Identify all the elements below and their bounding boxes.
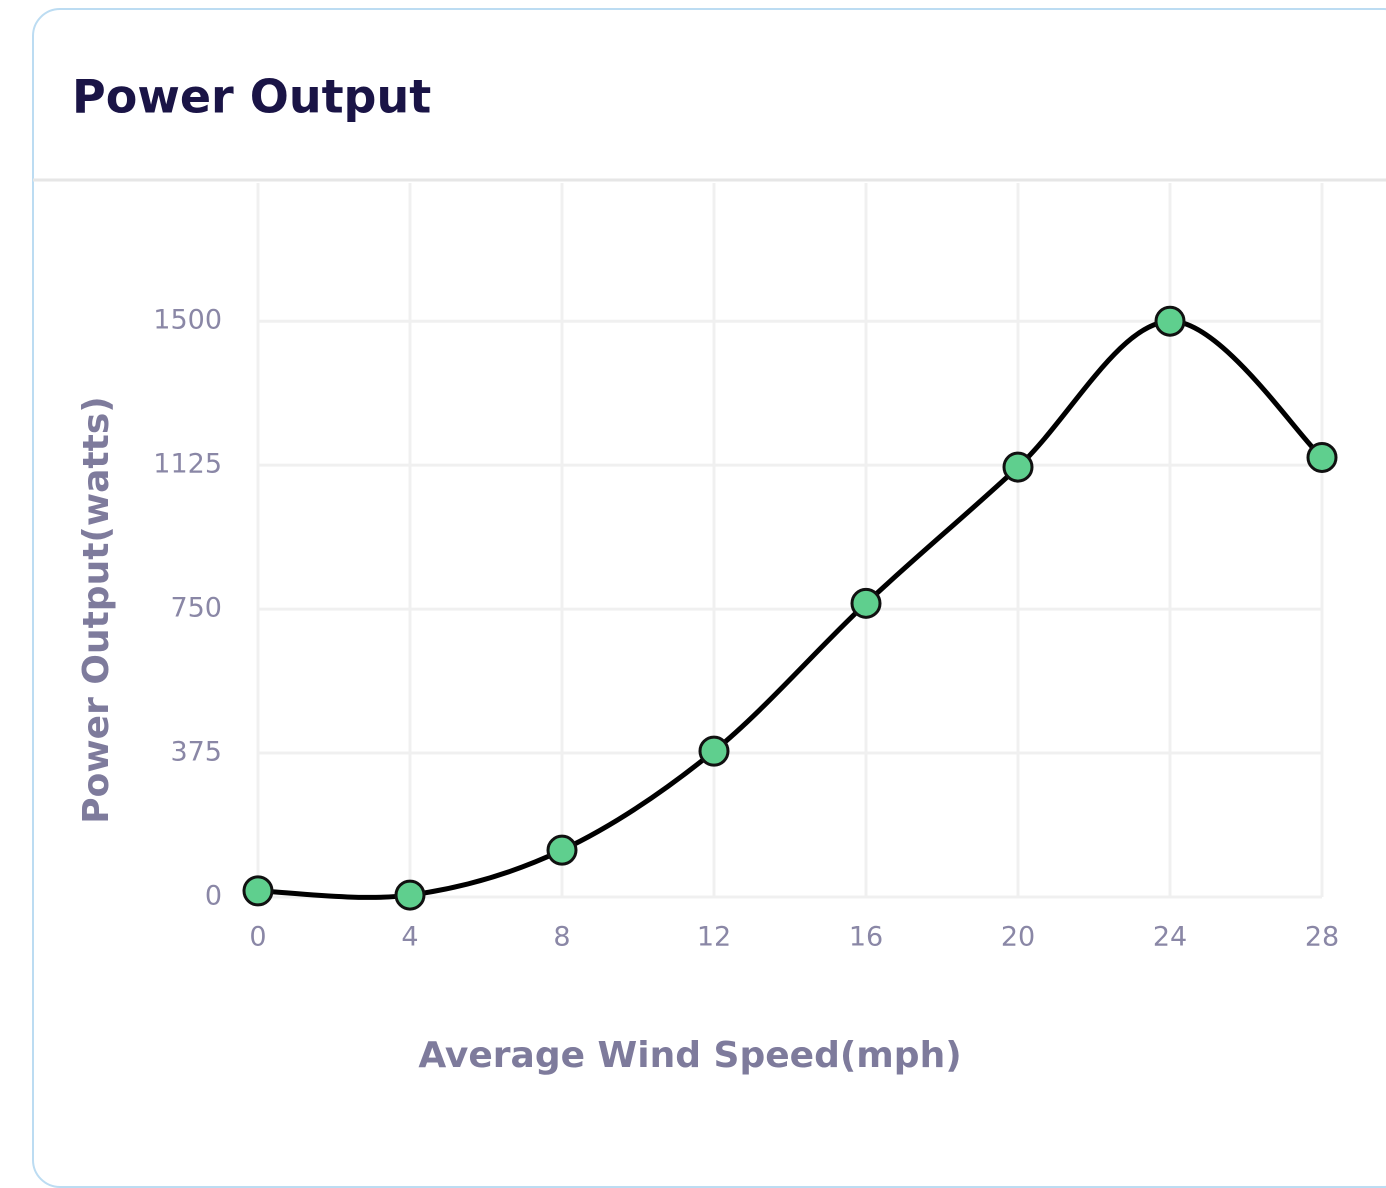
y-tick-label: 750 [170,593,222,624]
x-tick-label: 8 [553,922,570,953]
point [1306,441,1338,473]
x-tick-label: 24 [1153,922,1187,953]
x-axis-title: Average Wind Speed(mph) [418,1035,961,1076]
y-tick-label: 1500 [153,305,222,336]
x-tick-label: 28 [1305,922,1339,953]
point [850,587,882,619]
point [1154,305,1186,337]
point [546,834,578,866]
x-tick-label: 20 [1001,922,1035,953]
point [242,875,274,907]
x-tick-label: 4 [401,922,418,953]
point [698,735,730,767]
y-tick-label: 375 [170,737,222,768]
chart: Power Output Average Wind Speed(mph) Pow… [33,70,1386,1076]
x-tick-label: 0 [249,922,266,953]
chart-title: Power Output [72,70,431,124]
x-tick-label: 16 [849,922,883,953]
y-tick-label: 1125 [153,449,222,480]
x-tick-label: 12 [697,922,731,953]
y-tick-label: 0 [205,881,222,912]
y-axis-title: Power Output(watts) [76,396,117,823]
point [1002,451,1034,483]
point [394,879,426,911]
